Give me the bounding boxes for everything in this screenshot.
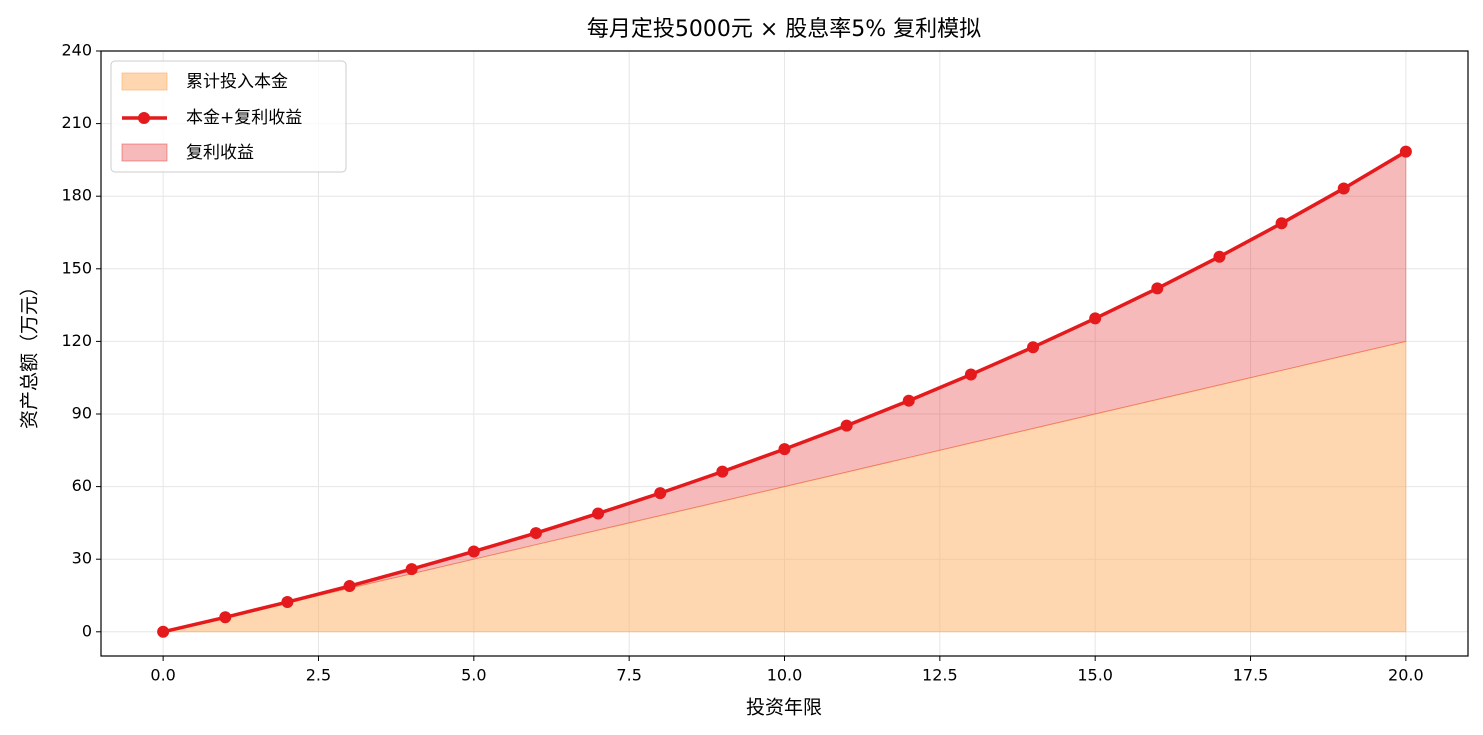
marker	[1027, 341, 1040, 354]
x-tick-label: 17.5	[1233, 666, 1269, 685]
legend-label: 累计投入本金	[186, 72, 288, 92]
legend-box	[110, 60, 347, 173]
y-tick-label: 240	[61, 41, 92, 60]
y-tick-label: 90	[72, 404, 92, 423]
x-tick-label: 7.5	[616, 666, 641, 685]
marker	[964, 368, 977, 381]
y-tick-label: 60	[72, 476, 92, 495]
plot-frame	[100, 50, 1469, 657]
y-tick-label: 30	[72, 549, 92, 568]
legend-swatch	[121, 72, 168, 91]
marker	[716, 465, 729, 478]
marker	[467, 545, 480, 558]
marker	[219, 611, 232, 624]
y-tick-label: 0	[82, 621, 92, 640]
area	[163, 340, 1407, 633]
legend-swatch	[121, 143, 168, 162]
x-tick-label: 0.0	[150, 666, 175, 685]
marker	[778, 443, 791, 456]
x-axis-label: 投资年限	[746, 697, 822, 719]
x-tick-label: 15.0	[1077, 666, 1113, 685]
x-tick-label: 5.0	[461, 666, 486, 685]
legend-label: 复利收益	[186, 143, 254, 163]
marker	[405, 563, 418, 576]
marker	[281, 596, 294, 609]
y-tick-label: 180	[61, 186, 92, 205]
x-tick-label: 12.5	[922, 666, 958, 685]
legend-swatch	[138, 112, 150, 124]
marker	[592, 507, 605, 520]
marker	[529, 527, 542, 540]
marker	[840, 419, 853, 432]
marker	[1089, 312, 1102, 325]
marker	[1213, 250, 1226, 263]
marker	[1337, 182, 1350, 195]
y-axis-label: 资产总额（万元）	[19, 277, 41, 429]
x-tick-label: 10.0	[767, 666, 803, 685]
marker	[902, 394, 915, 407]
y-tick-label: 210	[61, 113, 92, 132]
marker	[343, 580, 356, 593]
y-tick-label: 120	[61, 331, 92, 350]
chart-title: 每月定投5000元 × 股息率5% 复利模拟	[587, 17, 981, 42]
marker	[654, 487, 667, 500]
marker	[157, 625, 170, 638]
marker	[1275, 217, 1288, 230]
marker	[1151, 282, 1164, 295]
y-tick-label: 150	[61, 258, 92, 277]
legend-label: 本金+复利收益	[186, 108, 302, 128]
x-tick-label: 20.0	[1388, 666, 1424, 685]
x-tick-label: 2.5	[306, 666, 331, 685]
marker	[1399, 145, 1412, 158]
